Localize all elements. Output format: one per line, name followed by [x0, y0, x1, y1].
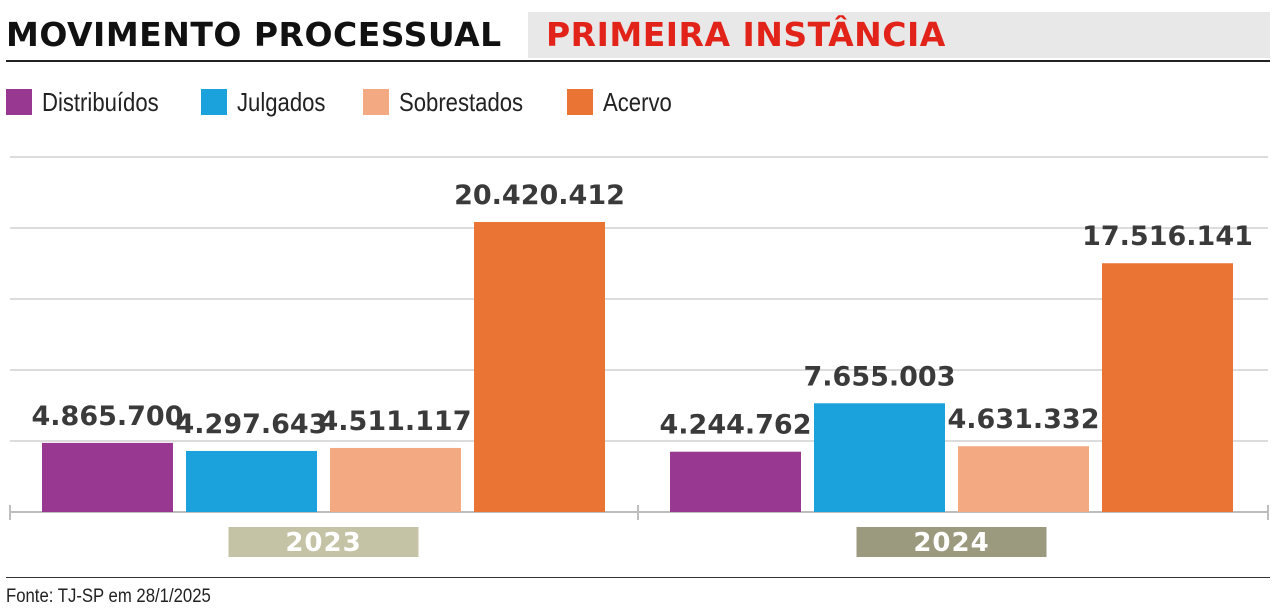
legend-swatch-julgados [201, 89, 228, 115]
chart-title: MOVIMENTO PROCESSUAL [6, 15, 502, 54]
bar [474, 222, 605, 512]
data-label: 17.516.141 [1082, 221, 1253, 252]
bar [670, 451, 801, 512]
legend-label-distribuidos: Distribuídos [42, 86, 159, 117]
legend-item-distribuidos: Distribuídos [6, 87, 179, 118]
category-label-box [856, 527, 1047, 557]
data-label: 4.511.117 [319, 406, 471, 437]
legend-swatch-sobrestados [363, 89, 390, 115]
data-label: 4.865.700 [31, 401, 183, 432]
title-divider [6, 60, 1270, 62]
bar [814, 403, 945, 512]
footer-divider [6, 577, 1270, 578]
legend-item-acervo: Acervo [567, 87, 684, 118]
data-label: 4.297.643 [175, 409, 327, 440]
data-label: 4.244.762 [659, 410, 811, 441]
legend: Distribuídos Julgados Sobrestados Acervo [6, 86, 706, 118]
bar [958, 446, 1089, 512]
bar [330, 447, 461, 512]
legend-label-julgados: Julgados [237, 86, 326, 117]
category-label: 2023 [285, 528, 361, 558]
category-label: 2024 [913, 528, 989, 558]
legend-label-sobrestados: Sobrestados [399, 86, 524, 117]
data-label: 4.631.332 [947, 404, 1099, 435]
subtitle-band [528, 12, 1270, 58]
bar [42, 442, 173, 512]
legend-item-julgados: Julgados [201, 87, 341, 118]
category-label-box [228, 527, 419, 557]
legend-swatch-acervo [567, 89, 594, 115]
legend-swatch-distribuidos [6, 89, 32, 115]
bar [1102, 263, 1233, 512]
legend-label-acervo: Acervo [603, 86, 673, 117]
legend-item-sobrestados: Sobrestados [363, 87, 545, 118]
source-note: Fonte: TJ-SP em 28/1/2025 [6, 586, 211, 607]
data-label: 20.420.412 [454, 180, 625, 211]
data-label: 7.655.003 [803, 361, 955, 392]
chart-subtitle: PRIMEIRA INSTÂNCIA [546, 15, 946, 54]
bar [186, 450, 317, 512]
